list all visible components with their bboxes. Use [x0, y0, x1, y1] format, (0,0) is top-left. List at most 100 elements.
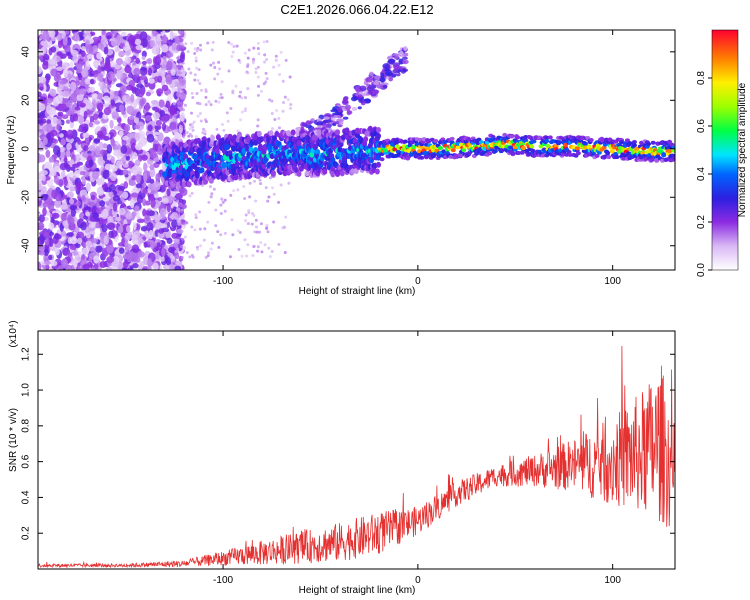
noise-blob	[126, 225, 131, 233]
ridge-blob	[437, 145, 443, 150]
ridge-blob	[557, 140, 563, 145]
noise-blob	[40, 169, 48, 176]
ridge-blob	[194, 172, 200, 179]
noise-blob	[139, 98, 145, 107]
colorbar-tick-label: 0.6	[696, 119, 707, 133]
fringe-blob	[231, 50, 235, 54]
noise-blob	[146, 133, 155, 143]
noise-blob	[44, 75, 50, 84]
fringe-blob	[257, 52, 261, 56]
noise-blob	[85, 211, 91, 217]
noise-blob	[61, 230, 66, 237]
noise-blob	[148, 229, 154, 240]
noise-blob	[143, 162, 148, 172]
noise-blob	[136, 218, 145, 223]
fringe-blob	[185, 221, 189, 225]
noise-blob	[161, 122, 167, 131]
fringe-blob	[181, 237, 185, 241]
noise-blob	[118, 130, 124, 137]
fringe-blob	[175, 67, 179, 71]
noise-blob	[118, 225, 124, 233]
fringe-blob	[270, 112, 274, 116]
ridge-blob	[669, 142, 675, 147]
fringe-blob	[198, 227, 202, 231]
noise-blob	[41, 174, 46, 182]
fringe-blob	[216, 72, 220, 76]
fringe-blob	[274, 54, 278, 58]
fringe-blob	[220, 80, 224, 84]
fringe-blob	[208, 185, 212, 189]
noise-blob	[165, 100, 171, 108]
fringe-blob	[197, 68, 201, 72]
fringe-blob	[206, 41, 210, 45]
noise-blob	[55, 66, 64, 72]
noise-blob	[120, 232, 126, 238]
noise-blob	[165, 256, 171, 266]
snr-x-tick-label: 0	[415, 575, 421, 586]
noise-blob	[125, 50, 131, 57]
noise-blob	[167, 52, 174, 58]
noise-blob	[149, 149, 157, 159]
noise-blob	[161, 227, 170, 233]
snr-y-tick-label: 0.4	[21, 490, 32, 504]
fringe-blob	[196, 101, 200, 105]
noise-blob	[102, 95, 110, 101]
branch-blob	[398, 50, 404, 56]
noise-blob	[152, 181, 161, 191]
noise-blob	[48, 202, 55, 212]
fringe-blob	[179, 210, 183, 214]
fringe-blob	[258, 178, 262, 182]
ridge-blob	[492, 149, 498, 154]
fringe-blob	[240, 110, 244, 114]
noise-blob	[171, 232, 179, 239]
ridge-blob	[305, 137, 311, 144]
fringe-blob	[210, 48, 214, 52]
branch-blob	[326, 123, 332, 129]
fringe-blob	[277, 63, 281, 67]
branch-blob	[330, 109, 339, 113]
noise-blob	[166, 237, 173, 244]
noise-blob	[133, 239, 139, 245]
noise-blob	[96, 102, 104, 112]
branch-blob	[370, 93, 377, 97]
noise-blob	[114, 46, 120, 53]
noise-blob	[133, 231, 141, 237]
fringe-blob	[283, 95, 287, 99]
noise-blob	[159, 110, 166, 118]
fringe-blob	[243, 96, 247, 100]
ridge-blob	[671, 155, 675, 160]
noise-blob	[56, 51, 63, 56]
noise-blob	[42, 137, 48, 146]
ridge-blob	[614, 155, 620, 160]
fringe-blob	[220, 197, 224, 201]
noise-blob	[56, 123, 61, 131]
noise-blob	[170, 212, 179, 221]
noise-blob	[46, 104, 52, 114]
fringe-blob	[176, 214, 180, 218]
noise-blob	[69, 93, 77, 103]
noise-blob	[79, 189, 88, 198]
fringe-blob	[195, 92, 199, 96]
snr-y-tick-label: 0.6	[21, 454, 32, 468]
noise-blob	[48, 254, 53, 261]
fringe-blob	[245, 254, 249, 258]
noise-blob	[49, 231, 55, 236]
noise-blob	[51, 189, 58, 199]
noise-blob	[48, 222, 55, 231]
fringe-blob	[260, 250, 264, 254]
noise-blob	[91, 238, 98, 244]
fringe-blob	[193, 78, 197, 82]
noise-blob	[100, 60, 105, 67]
noise-blob	[96, 130, 104, 138]
ridge-blob	[383, 148, 389, 153]
fringe-blob	[270, 250, 274, 254]
noise-blob	[54, 247, 60, 256]
noise-blob	[57, 39, 63, 49]
fringe-blob	[244, 213, 248, 217]
noise-blob	[118, 50, 125, 58]
fringe-blob	[278, 126, 282, 130]
noise-blob	[48, 156, 55, 163]
branch-blob	[392, 62, 401, 67]
branch-blob	[379, 76, 386, 83]
